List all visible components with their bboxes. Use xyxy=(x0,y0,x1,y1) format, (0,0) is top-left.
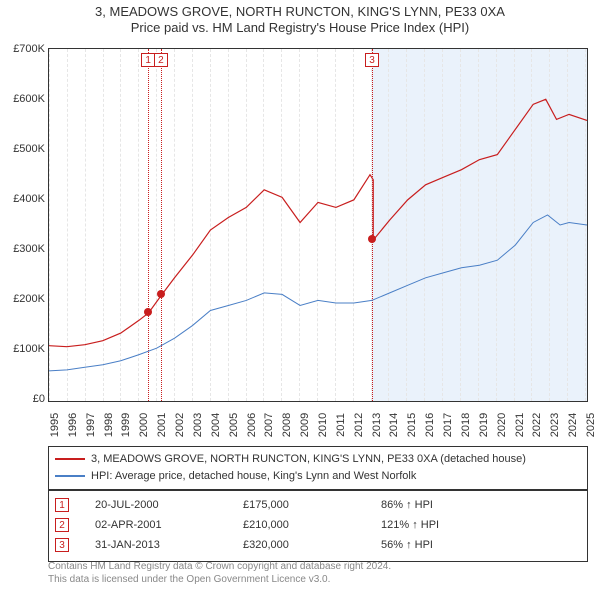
legend-row-property: 3, MEADOWS GROVE, NORTH RUNCTON, KING'S … xyxy=(55,451,581,468)
x-axis-tick-label: 2001 xyxy=(156,413,168,437)
x-axis-tick-label: 2008 xyxy=(281,413,293,437)
x-axis-tick-label: 2025 xyxy=(585,413,597,437)
y-axis-tick-label: £0 xyxy=(5,393,49,405)
legend-swatch-hpi xyxy=(55,475,85,477)
x-axis-tick-label: 2002 xyxy=(174,413,186,437)
x-axis-tick-label: 2021 xyxy=(514,413,526,437)
transaction-date: 20-JUL-2000 xyxy=(95,499,225,511)
y-axis-tick-label: £400K xyxy=(5,193,49,205)
chart-lines-svg xyxy=(49,49,587,401)
transaction-delta: 86% ↑ HPI xyxy=(381,499,531,511)
x-axis-tick-label: 2005 xyxy=(228,413,240,437)
legend-label-property: 3, MEADOWS GROVE, NORTH RUNCTON, KING'S … xyxy=(91,452,526,467)
y-axis-tick-label: £100K xyxy=(5,343,49,355)
sale-dot xyxy=(368,235,376,243)
y-axis-tick-label: £700K xyxy=(5,43,49,55)
legend-label-hpi: HPI: Average price, detached house, King… xyxy=(91,469,416,484)
x-axis-tick-label: 2013 xyxy=(371,413,383,437)
footnote-line1: Contains HM Land Registry data © Crown c… xyxy=(48,560,588,573)
x-axis-tick-label: 1995 xyxy=(49,413,61,437)
x-axis-tick-label: 2007 xyxy=(263,413,275,437)
chart-title-line1: 3, MEADOWS GROVE, NORTH RUNCTON, KING'S … xyxy=(6,4,594,20)
sale-dot xyxy=(157,290,165,298)
x-axis-tick-label: 2015 xyxy=(406,413,418,437)
legend-row-hpi: HPI: Average price, detached house, King… xyxy=(55,468,581,485)
y-axis-tick-label: £300K xyxy=(5,243,49,255)
transaction-price: £320,000 xyxy=(243,539,363,551)
transaction-row: 3 31-JAN-2013 £320,000 56% ↑ HPI xyxy=(55,535,581,555)
legend-swatch-property xyxy=(55,458,85,460)
x-axis-tick-label: 2019 xyxy=(478,413,490,437)
x-axis-tick-label: 1996 xyxy=(67,413,79,437)
transaction-date: 31-JAN-2013 xyxy=(95,539,225,551)
x-axis-tick-label: 2010 xyxy=(317,413,329,437)
transaction-price: £210,000 xyxy=(243,519,363,531)
x-axis-tick-label: 2011 xyxy=(335,413,347,437)
x-axis-tick-label: 2020 xyxy=(496,413,508,437)
y-axis-tick-label: £200K xyxy=(5,293,49,305)
sale-dot xyxy=(144,308,152,316)
chart-title-line2: Price paid vs. HM Land Registry's House … xyxy=(6,20,594,35)
x-axis-tick-label: 1999 xyxy=(120,413,132,437)
sale-marker-number: 3 xyxy=(365,53,379,67)
x-axis-tick-label: 1998 xyxy=(103,413,115,437)
transaction-price: £175,000 xyxy=(243,499,363,511)
series-line xyxy=(49,99,587,346)
x-axis-tick-label: 2022 xyxy=(531,413,543,437)
x-axis-tick-label: 2016 xyxy=(424,413,436,437)
legend-box: 3, MEADOWS GROVE, NORTH RUNCTON, KING'S … xyxy=(48,446,588,490)
transaction-delta: 56% ↑ HPI xyxy=(381,539,531,551)
transaction-date: 02-APR-2001 xyxy=(95,519,225,531)
x-axis-tick-label: 2006 xyxy=(246,413,258,437)
footnote: Contains HM Land Registry data © Crown c… xyxy=(48,560,588,586)
x-axis-tick-label: 2024 xyxy=(567,413,579,437)
x-axis-tick-label: 2012 xyxy=(353,413,365,437)
transaction-number: 3 xyxy=(55,538,69,552)
series-line xyxy=(49,215,587,371)
transaction-number: 2 xyxy=(55,518,69,532)
y-axis-tick-label: £500K xyxy=(5,143,49,155)
transaction-row: 1 20-JUL-2000 £175,000 86% ↑ HPI xyxy=(55,495,581,515)
x-axis-tick-label: 2023 xyxy=(549,413,561,437)
plot-area: 1995199619971998199920002001200220032004… xyxy=(48,48,588,402)
transaction-row: 2 02-APR-2001 £210,000 121% ↑ HPI xyxy=(55,515,581,535)
footnote-line2: This data is licensed under the Open Gov… xyxy=(48,573,588,586)
x-axis-tick-label: 2004 xyxy=(210,413,222,437)
y-axis-tick-label: £600K xyxy=(5,93,49,105)
x-axis-tick-label: 2003 xyxy=(192,413,204,437)
sale-marker-number: 2 xyxy=(154,53,168,67)
transaction-number: 1 xyxy=(55,498,69,512)
x-axis-tick-label: 2018 xyxy=(460,413,472,437)
x-axis-tick-label: 2009 xyxy=(299,413,311,437)
x-axis-tick-label: 2000 xyxy=(138,413,150,437)
x-axis-tick-label: 2014 xyxy=(388,413,400,437)
transactions-box: 1 20-JUL-2000 £175,000 86% ↑ HPI 2 02-APR-200… xyxy=(48,490,588,562)
chart-container: 3, MEADOWS GROVE, NORTH RUNCTON, KING'S … xyxy=(0,4,600,590)
x-axis-tick-label: 2017 xyxy=(442,413,454,437)
x-axis-tick-label: 1997 xyxy=(85,413,97,437)
transaction-delta: 121% ↑ HPI xyxy=(381,519,531,531)
